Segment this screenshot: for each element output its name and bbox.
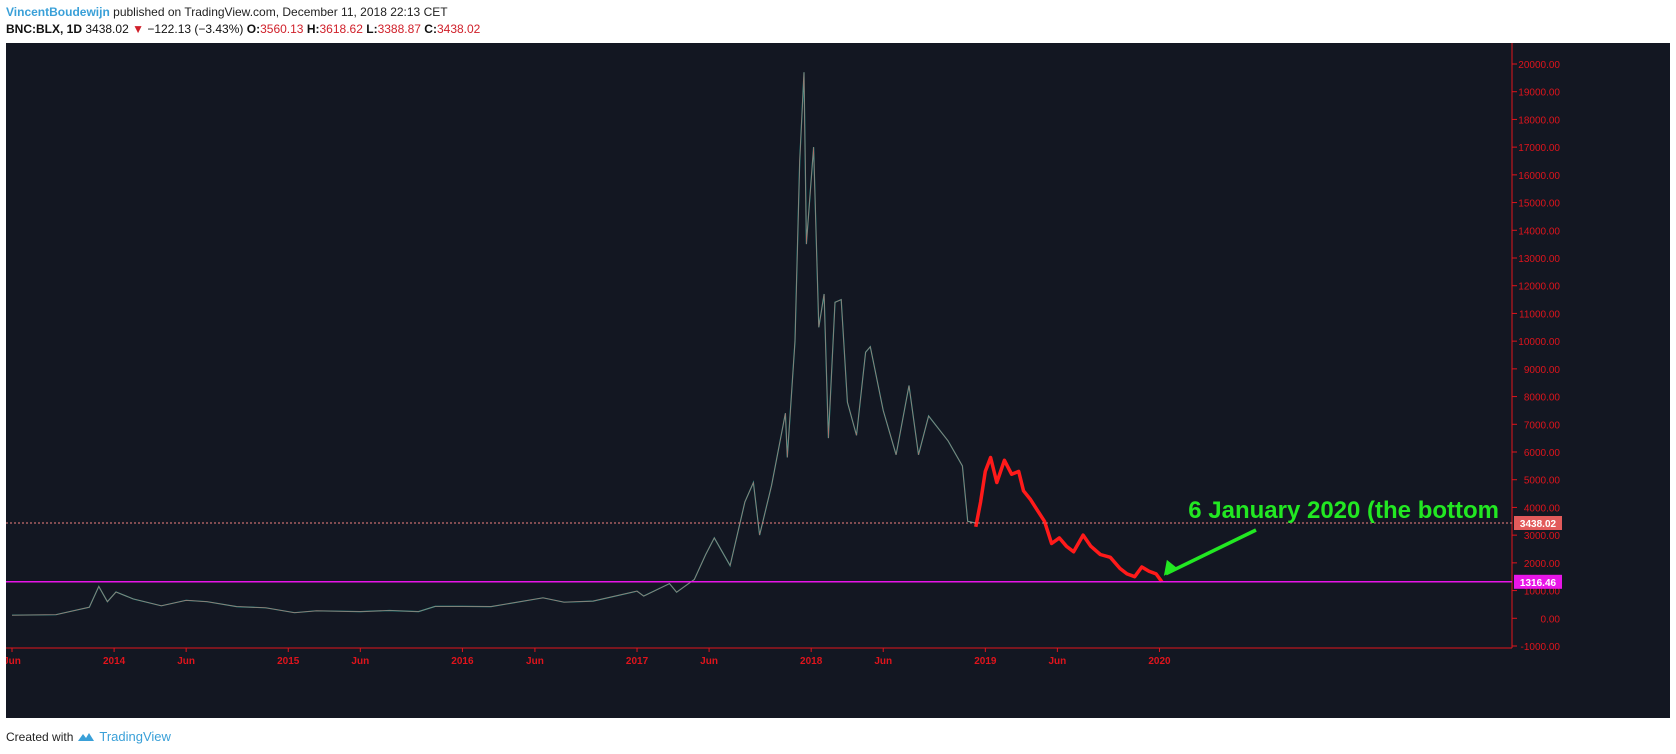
x-tick-label: 2016 [451,656,474,667]
chart-header: VincentBoudewijn published on TradingVie… [6,4,480,38]
y-tick-label: 12000.00 [1518,282,1560,293]
y-tick-label: 10000.00 [1518,337,1560,348]
y-tick-label: 18000.00 [1518,115,1560,126]
high-label: H: [306,22,320,36]
x-tick-label: Jun [874,656,892,667]
author-link[interactable]: VincentBoudewijn [6,5,110,19]
x-tick-label: Jun [351,656,369,667]
annotation-arrow-shaft [1165,528,1257,576]
y-tick-label: 13000.00 [1518,254,1560,265]
y-tick-label: 15000.00 [1518,199,1560,210]
y-tick-label: 8000.00 [1524,393,1561,404]
down-arrow-icon: ▼ [132,22,144,36]
support-tag [1514,574,1562,589]
y-tick-label: 0.00 [1541,614,1561,625]
tradingview-link[interactable]: TradingView [99,729,171,744]
y-tick-label: 16000.00 [1518,171,1560,182]
x-tick-label: Jun [526,656,544,667]
symbol-label: BNC:BLX, 1D [6,22,83,36]
last-price-tag [1514,516,1562,531]
y-tick-label: 7000.00 [1524,420,1561,431]
x-tick-label: Jun [700,656,718,667]
tradingview-logo-icon [78,732,95,741]
y-tick-label: 6000.00 [1524,448,1561,459]
y-tick-label: 5000.00 [1524,476,1561,487]
x-tick-label: Jun [177,656,195,667]
open-value: 3560.13 [260,22,304,36]
x-tick-label: 2014 [103,656,126,667]
support-tag-label: 1316.46 [1520,578,1557,589]
x-tick-label: 2019 [974,656,997,667]
bottom-annotation-text: 6 January 2020 (the bottom [1188,497,1499,524]
ohlc-line: BNC:BLX, 1D 3438.02 ▼ −122.13 (−3.43%) O… [6,21,480,38]
publish-line: VincentBoudewijn published on TradingVie… [6,4,480,21]
y-tick-label: 3000.00 [1524,531,1561,542]
low-value: 3388.87 [377,22,421,36]
low-label: L: [366,22,378,36]
price-change: −122.13 (−3.43%) [147,22,244,36]
y-tick-label: 17000.00 [1518,143,1560,154]
y-tick-label: 19000.00 [1518,88,1560,99]
open-label: O: [246,22,261,36]
footer: Created with TradingView [6,729,171,744]
x-tick-label: 2015 [277,656,300,667]
x-tick-label: Jun [1048,656,1066,667]
x-tick-label: 2018 [800,656,823,667]
y-tick-label: 14000.00 [1518,226,1560,237]
y-tick-label: 9000.00 [1524,365,1561,376]
y-tick-label: 4000.00 [1524,503,1561,514]
last-price: 3438.02 [85,22,129,36]
close-label: C: [424,22,437,36]
y-tick-label: 1000.00 [1524,587,1561,598]
publish-info: published on TradingView.com, December 1… [113,5,448,19]
chart-background [6,43,1670,718]
y-tick-label: 20000.00 [1518,60,1560,71]
x-tick-label: Jun [6,656,21,667]
y-tick-label: -1000.00 [1521,642,1561,653]
annotation-arrow-head [1163,559,1177,576]
last-price-tag-label: 3438.02 [1520,519,1557,530]
y-tick-label: 2000.00 [1524,559,1561,570]
close-value: 3438.02 [436,22,481,36]
y-tick-label: 11000.00 [1519,309,1560,320]
projection-series-line [974,455,1164,583]
high-value: 3618.62 [319,22,363,36]
price-series-overlay [11,72,976,616]
x-tick-label: 2017 [626,656,649,667]
price-chart[interactable]: 20000.00 19000.00 18000.00 17000.00 16000.00… [6,43,1670,718]
x-tick-label: 2020 [1148,656,1171,667]
created-with-label: Created with [6,729,74,744]
